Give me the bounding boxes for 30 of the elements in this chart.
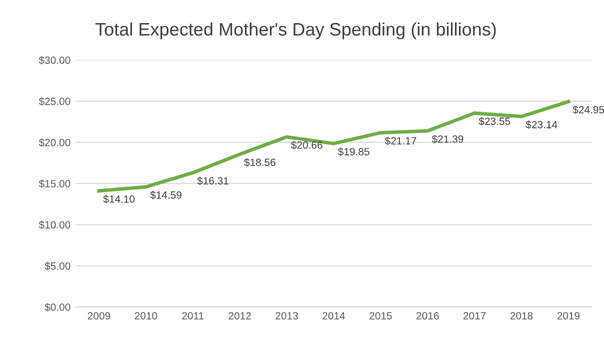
x-tick-label: 2015 — [370, 312, 392, 320]
y-tick-label: $10.00 — [38, 220, 70, 230]
x-tick-label: 2010 — [134, 312, 158, 320]
x-tick-label: 2012 — [228, 312, 251, 320]
data-label: $21.39 — [432, 134, 464, 144]
x-tick-label: 2014 — [322, 312, 345, 320]
data-label: $20.66 — [291, 140, 322, 150]
x-tick-label: 2009 — [88, 312, 110, 320]
data-label: $18.56 — [244, 158, 276, 167]
chart-title: Total Expected Mother's Day Spending (in billions) — [95, 22, 496, 40]
x-tick-label: 2016 — [416, 312, 439, 320]
y-tick-label: $25.00 — [38, 97, 70, 106]
y-tick-label: $30.00 — [38, 56, 70, 65]
y-tick-label: $5.00 — [44, 262, 70, 270]
y-tick-label: $20.00 — [38, 138, 70, 147]
y-tick-label: $15.00 — [38, 180, 70, 188]
data-label: $23.55 — [478, 117, 510, 126]
data-label: $24.95 — [572, 106, 604, 114]
data-label: $14.10 — [103, 194, 135, 204]
data-label: $16.31 — [197, 176, 228, 186]
x-tick-label: 2018 — [510, 312, 533, 320]
y-tick-label: $0.00 — [44, 303, 70, 312]
data-label: $19.85 — [338, 148, 370, 156]
x-tick-label: 2013 — [276, 312, 298, 320]
x-tick-label: 2017 — [463, 312, 486, 320]
x-tick-label: 2011 — [182, 312, 204, 320]
data-label: $23.14 — [526, 120, 558, 129]
data-label: $21.17 — [384, 136, 416, 146]
data-label: $14.59 — [150, 190, 182, 200]
x-tick-label: 2019 — [557, 312, 580, 320]
